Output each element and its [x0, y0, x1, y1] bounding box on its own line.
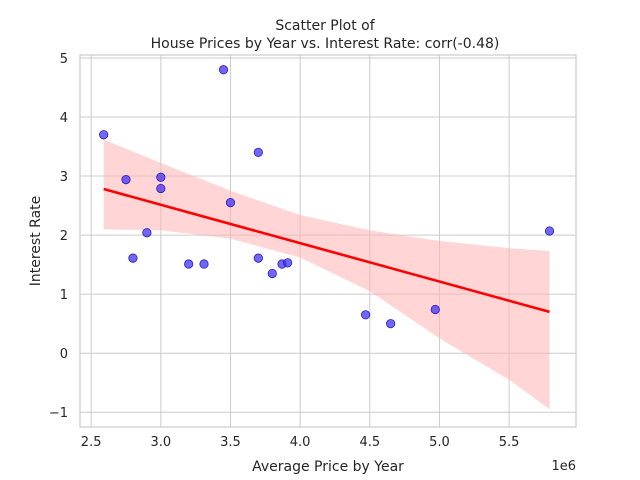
y-axis-label: Interest Rate: [28, 196, 44, 287]
data-point: [156, 172, 166, 182]
data-point: [361, 310, 371, 320]
x-tick-label: 3.0: [150, 435, 171, 450]
chart-title-line1: Scatter Plot of: [275, 18, 375, 34]
data-point: [225, 198, 236, 208]
regression-line-layer: [103, 187, 550, 314]
y-tick-label: −1: [49, 406, 68, 421]
plot-frame: [79, 54, 577, 428]
y-tick-label: 2: [60, 229, 68, 244]
data-point: [386, 319, 396, 329]
y-tick-label: 1: [60, 288, 68, 303]
y-tick-label: 4: [60, 111, 68, 126]
data-point: [142, 228, 152, 238]
data-points: [99, 65, 555, 329]
data-point: [199, 259, 209, 269]
confidence-band: [103, 139, 550, 410]
x-tick-label: 5.0: [429, 435, 450, 450]
data-point: [544, 226, 555, 236]
data-point: [121, 174, 131, 185]
x-tick-label: 3.5: [220, 435, 241, 450]
data-point: [253, 147, 263, 158]
x-axis-label: Average Price by Year: [252, 459, 404, 475]
data-point: [218, 65, 229, 75]
y-tick-label: 0: [60, 347, 68, 362]
y-tick-labels: −1 0 1 2 3 4 5: [49, 52, 68, 421]
data-point: [156, 183, 166, 194]
x-tick-label: 5.5: [499, 435, 520, 450]
data-point: [430, 304, 440, 315]
regression-line: [103, 187, 550, 314]
x-tick-label: 4.0: [290, 435, 311, 450]
x-tick-labels: 2.5 3.0 3.5 4.0 4.5 5.0 5.5: [81, 435, 520, 450]
data-point: [253, 253, 263, 263]
x-tick-label: 4.5: [359, 435, 380, 450]
data-point: [267, 268, 277, 279]
x-axis-offset-label: 1e6: [551, 459, 576, 474]
y-tick-label: 5: [60, 52, 68, 67]
data-point: [99, 130, 109, 140]
data-point: [282, 258, 293, 268]
y-tick-label: 3: [60, 170, 68, 185]
x-tick-label: 2.5: [81, 435, 102, 450]
data-point: [184, 259, 194, 269]
data-point: [128, 253, 138, 263]
confidence-band-area: [103, 139, 550, 410]
chart-title-line2: House Prices by Year vs. Interest Rate: …: [151, 36, 500, 52]
